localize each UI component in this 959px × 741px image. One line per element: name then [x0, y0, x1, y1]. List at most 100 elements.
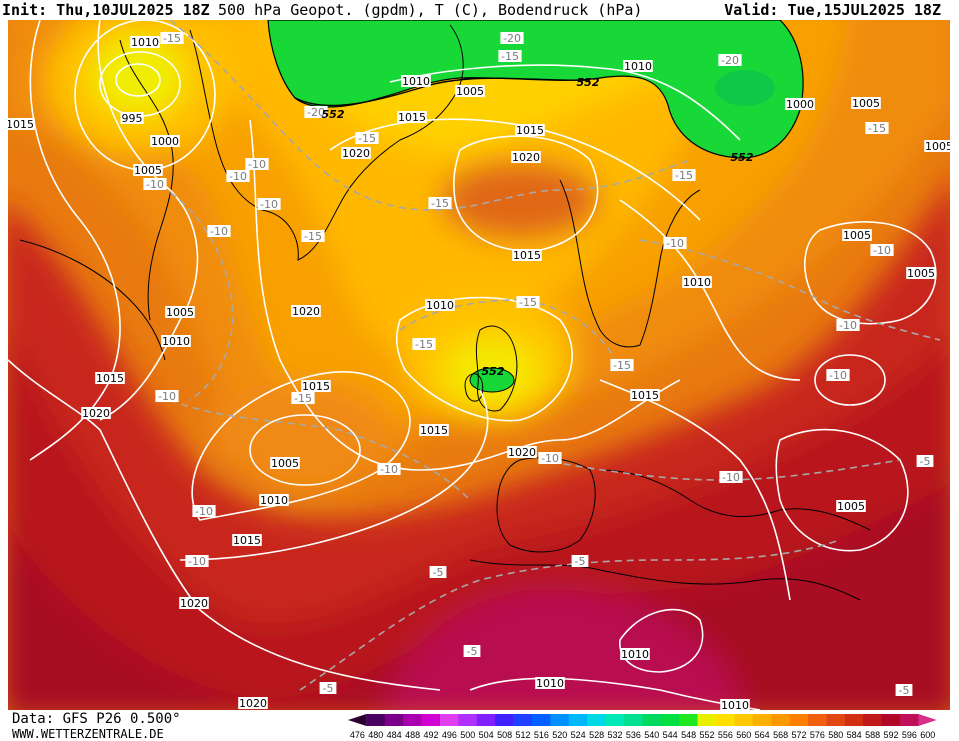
isobar-label: 1020	[341, 147, 371, 160]
temperature-label-bg	[463, 645, 481, 657]
colorbar-tick-label: 596	[902, 730, 917, 740]
isobar-label-text: 1005	[925, 140, 950, 153]
isobar-label-bg	[130, 36, 160, 48]
website-label: WWW.WETTERZENTRALE.DE	[12, 727, 164, 741]
isobar-label-text: 1015	[420, 424, 448, 437]
isobar-label-text: 1020	[180, 597, 208, 610]
isobar-label-bg	[720, 699, 750, 710]
field-band-548-uk	[469, 367, 515, 393]
colorbar-tick-label: 588	[865, 730, 880, 740]
isobar-label-bg	[906, 267, 936, 279]
temperature-label-text: -10	[839, 319, 857, 332]
isobar-label: 1015	[512, 249, 542, 262]
isobar-label-text: 1000	[151, 135, 179, 148]
colorbar: 476 480 484 488 492 496 500 504 508 512 516 520 524 5…	[348, 714, 937, 740]
colorbar-tick-label: 484	[387, 730, 402, 740]
isobar-label-bg	[836, 500, 866, 512]
isobar-label-bg	[425, 299, 455, 311]
colorbar-swatch	[366, 714, 386, 726]
isobar-label-bg	[512, 249, 542, 261]
colorbar-tick-label: 496	[442, 730, 457, 740]
temperature-label-text: -15	[304, 230, 322, 243]
temperature-label-text: -15	[415, 338, 433, 351]
isobar-label-text: 1015	[8, 118, 34, 131]
isobar-label-text: 1010	[683, 276, 711, 289]
isobar-label-text: 1005	[166, 306, 194, 319]
isotherm-minus10-atlantic	[169, 399, 471, 501]
temperature-label: -15	[291, 392, 315, 405]
colorbar-swatch	[881, 714, 901, 726]
temperature-label: -10	[257, 198, 281, 211]
temperature-label: -10	[245, 158, 269, 171]
isobar-label-bg	[620, 648, 650, 660]
temperature-label-text: -5	[899, 684, 910, 697]
geopotential-label-text: 552	[731, 151, 754, 164]
colorbar-swatch	[863, 714, 882, 726]
temperature-label-bg	[672, 169, 696, 181]
temperature-label-text: -10	[248, 158, 266, 171]
isobar-1020-high-sea	[453, 135, 599, 252]
isobar-1015-atlantic	[179, 389, 489, 561]
isobar-label: 1020	[179, 597, 209, 610]
colorbar-tick-label: 568	[773, 730, 788, 740]
map-title: 500 hPa Geopot. (gpdm), T (C), Bodendruc…	[218, 1, 643, 19]
temperature-label-text: -10	[260, 198, 278, 211]
temperature-label: -5	[463, 645, 481, 658]
isobar-label: 1015	[419, 424, 449, 437]
temperature-label-text: -15	[519, 296, 537, 309]
isobar-label: 1005	[270, 457, 300, 470]
isobar-label-text: 1005	[271, 457, 299, 470]
isobar-label: 1005	[851, 97, 881, 110]
colorbar-tick-label: 580	[828, 730, 843, 740]
colorbar-tick-label: 488	[405, 730, 420, 740]
colorbar-tick-label: 492	[423, 730, 438, 740]
geopotential-labels: 552 552 552 552	[322, 76, 754, 378]
temperature-label-bg	[207, 225, 231, 237]
isobar-label-bg	[291, 305, 321, 317]
colorbar-tick-label: 532	[607, 730, 622, 740]
colorbar-tick-label: 544	[663, 730, 678, 740]
geopotential-label: 552	[577, 76, 600, 89]
isobar-label-bg	[419, 424, 449, 436]
isobar-label-text: 1020	[82, 407, 110, 420]
temperature-label-bg	[571, 555, 589, 567]
isobar-label: 1000	[150, 135, 180, 148]
temperature-label-bg	[319, 682, 337, 694]
isobar-label-bg	[851, 97, 881, 109]
temperature-label-text: -10	[146, 178, 164, 191]
temperature-label-text: -15	[431, 197, 449, 210]
temperature-label-bg	[355, 132, 379, 144]
baffin-coast	[119, 39, 174, 321]
temperature-label-bg	[377, 463, 401, 475]
isobar-label-text: 1015	[516, 124, 544, 137]
isobar-label: 1005	[924, 140, 950, 153]
isobar-label-text: 1010	[624, 60, 652, 73]
isobar-label: 1010	[535, 677, 565, 690]
isobar-label-bg	[682, 276, 712, 288]
isobar-label-text: 1020	[508, 446, 536, 459]
isobar-label: 1005	[906, 267, 936, 280]
temperature-label: -5	[571, 555, 589, 568]
geopotential-label-text: 552	[577, 76, 600, 89]
isobar-label-text: 1005	[843, 229, 871, 242]
temperature-label: -15	[516, 296, 540, 309]
isobar-label: 1015	[397, 111, 427, 124]
colorbar-swatch	[808, 714, 827, 726]
isobar-1005-se	[775, 428, 909, 552]
temperature-label-text: -5	[433, 566, 444, 579]
temperature-label-text: -5	[575, 555, 586, 568]
isobar-label-text: 1020	[512, 151, 540, 164]
temperature-label-text: -10	[380, 463, 398, 476]
colorbar-tick-label: 516	[534, 730, 549, 740]
temperature-label: -10	[836, 319, 860, 332]
temperature-labels: -15 -20-15 -20-15-20-15-10-10-10-15-15-10-…	[143, 32, 934, 697]
colorbar-tick-label: 552	[699, 730, 714, 740]
mediterranean-coast	[599, 469, 871, 531]
temperature-label: -15	[355, 132, 379, 145]
field-band-580-ridge	[440, 160, 600, 240]
temperature-label: -20	[718, 54, 742, 67]
isobar-label: 1005	[455, 85, 485, 98]
colorbar-swatch	[384, 714, 404, 726]
temperature-label-text: -15	[613, 359, 631, 372]
isobar-label: 1020	[81, 407, 111, 420]
